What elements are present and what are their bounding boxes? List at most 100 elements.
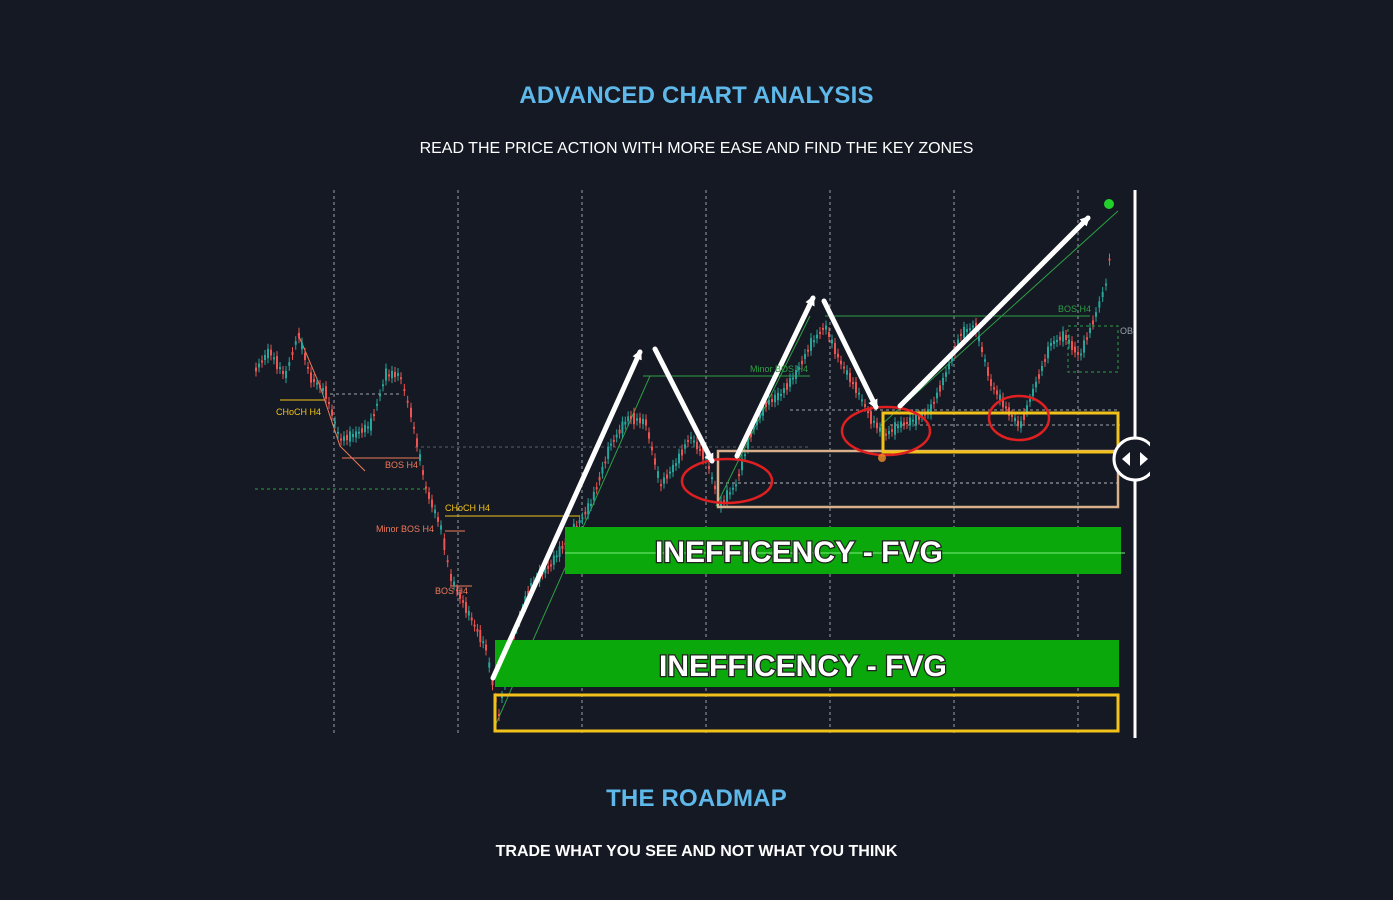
candle-body <box>750 432 752 437</box>
candle-body <box>590 503 592 506</box>
candle-body <box>527 590 530 596</box>
candle-body <box>462 600 464 603</box>
candle-body <box>406 400 409 403</box>
candle-body <box>999 394 1001 401</box>
candle-body <box>470 617 473 621</box>
candle-body <box>261 360 263 363</box>
chart-labels: CHoCH H4 BOS H4 CHoCH H4 Minor BOS H4 BO… <box>276 304 1133 596</box>
fvg-label-upper: INEFFICENCY - FVG <box>655 536 943 569</box>
candle-body <box>912 419 914 422</box>
section-subtitle-roadmap: TRADE WHAT YOU SEE AND NOT WHAT YOU THIN… <box>495 843 898 860</box>
candle-body <box>379 394 381 397</box>
candle-body <box>816 334 818 339</box>
candle-body <box>729 492 731 495</box>
candle-body <box>1086 337 1088 340</box>
candle-body <box>822 327 824 330</box>
candle-body <box>930 404 932 415</box>
candle-body <box>708 466 710 469</box>
candle-body <box>651 446 653 451</box>
candle-body <box>777 392 779 401</box>
candle-body <box>479 630 482 643</box>
candle-body <box>1065 335 1067 340</box>
candle-body <box>666 474 668 479</box>
candle-body <box>288 362 291 366</box>
candle-body <box>759 414 761 419</box>
candle-body <box>467 610 470 616</box>
candle-body <box>601 466 604 474</box>
candle-body <box>364 424 366 433</box>
candle-body <box>675 463 677 466</box>
candle-body <box>876 422 878 429</box>
candle-body <box>939 385 941 392</box>
label-choch-h4-mid: CHoCH H4 <box>445 503 490 513</box>
comparison-slider-chart[interactable]: INEFFICENCY - FVG INEFFICENCY - FVG <box>250 186 1150 742</box>
candle-body <box>331 409 333 416</box>
candle-body <box>558 546 561 557</box>
candle-body <box>373 414 375 417</box>
candle-body <box>723 500 725 503</box>
reaction-circles <box>680 394 1051 505</box>
candle-body <box>255 367 257 372</box>
candle-body <box>459 592 461 599</box>
candle-body <box>627 416 630 422</box>
candle-body <box>334 421 336 424</box>
candle-body <box>843 366 845 369</box>
candle-body <box>361 428 363 433</box>
candle-body <box>581 517 584 520</box>
candle-body <box>285 370 287 379</box>
candle-body <box>446 560 449 563</box>
candle-body <box>1038 374 1040 379</box>
candle-body <box>738 474 740 477</box>
candle-body <box>642 418 644 425</box>
pivot-dot <box>878 454 886 462</box>
candle-body <box>1017 420 1019 427</box>
candle-body <box>358 431 360 434</box>
candle-body <box>488 662 491 668</box>
candle-body <box>957 339 959 346</box>
candle-body <box>849 372 851 383</box>
candle-body <box>831 339 833 344</box>
candle-body <box>762 405 764 416</box>
candle-body <box>322 388 324 391</box>
candle-body <box>813 340 815 343</box>
slider-handle[interactable] <box>1112 436 1150 482</box>
candle-body <box>370 418 372 431</box>
candle-body <box>837 353 839 358</box>
candle-body <box>888 430 890 435</box>
candle-body <box>894 422 896 435</box>
candle-body <box>428 492 430 499</box>
candle-body <box>732 487 734 490</box>
candle-body <box>352 433 354 438</box>
candle-body <box>340 438 342 441</box>
section-title-roadmap: THE ROADMAP <box>606 785 787 812</box>
candle-body <box>1083 340 1085 353</box>
candle-body <box>578 520 581 524</box>
candle-body <box>993 387 995 390</box>
candle-body <box>1089 327 1091 334</box>
candle-body <box>1011 414 1013 417</box>
candle-body <box>909 417 911 426</box>
candle-body <box>456 589 458 592</box>
candle-body <box>450 573 452 582</box>
candle-body <box>684 444 686 449</box>
candle-body <box>410 407 412 418</box>
candle-body <box>639 417 641 424</box>
candle-body <box>485 644 487 651</box>
candle-body <box>1074 346 1076 353</box>
candle-body <box>394 371 396 378</box>
candle-body <box>711 477 713 480</box>
candle-body <box>702 447 704 460</box>
candle-body <box>319 384 321 389</box>
candle-body <box>741 458 743 471</box>
candle-body <box>400 377 402 380</box>
candle-body <box>981 347 983 352</box>
candle-body <box>633 412 635 425</box>
candle-body <box>346 434 348 441</box>
label-bos-h4-2: BOS H4 <box>435 586 468 596</box>
candle-body <box>1059 336 1061 341</box>
candle-body <box>1020 421 1022 428</box>
candle-body <box>879 427 881 432</box>
candle-body <box>328 401 330 404</box>
candle-body <box>434 509 436 514</box>
label-ob: OB <box>1120 326 1133 336</box>
